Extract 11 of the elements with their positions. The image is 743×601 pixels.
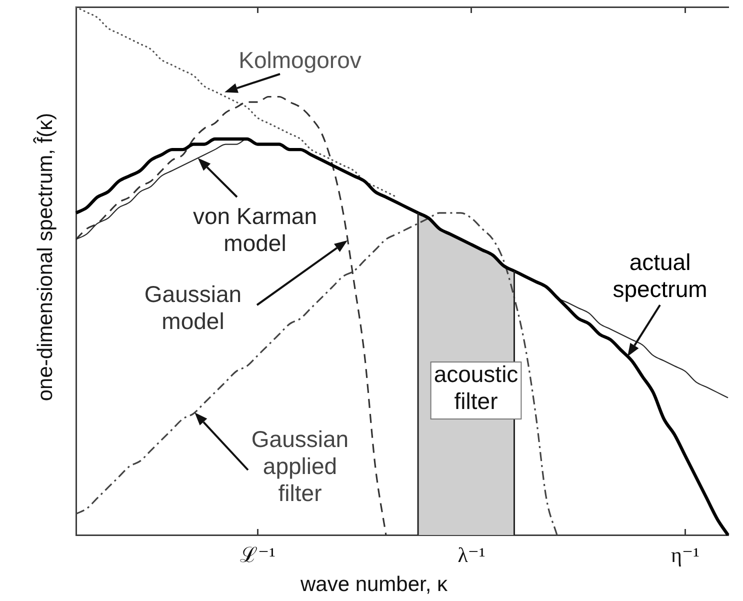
series-label: von Karman model	[192, 203, 318, 256]
x-tick-label: ℒ⁻¹	[240, 543, 276, 568]
x-tick-label: η⁻¹	[671, 543, 700, 568]
series-label: acoustic filter	[434, 361, 518, 414]
series-label: actual spectrum	[612, 249, 708, 302]
y-axis-title: one-dimensional spectrum, f̂(κ)	[32, 112, 57, 402]
x-tick-label: λ⁻¹	[458, 543, 486, 568]
series-label: Kolmogorov	[238, 47, 362, 73]
x-axis-title: wave number, κ	[299, 573, 448, 596]
text: Gaussian model	[144, 281, 242, 334]
text: Gaussian applied filter	[251, 426, 349, 506]
